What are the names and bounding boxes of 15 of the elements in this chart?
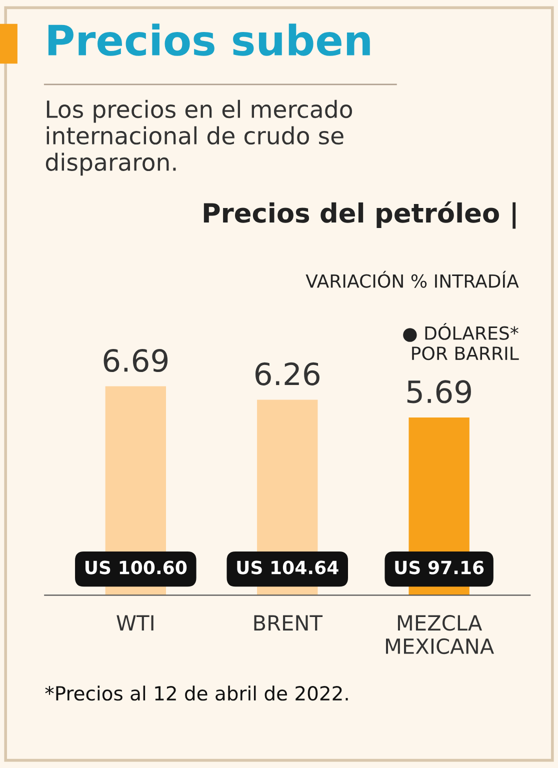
chart-title: Precios suben (48, 24, 370, 56)
annotation: US 97.16 (395, 560, 484, 574)
text: *Precios al 12 de abril de 2022. (45, 686, 348, 701)
data-label: 6.26 (255, 362, 320, 386)
text: Precios del petróleo | (204, 201, 516, 229)
data-label: 5.69 (407, 380, 471, 404)
text: ● DÓLARES* POR BARRIL (403, 322, 519, 360)
x-tick-label: MEZCLA MEXICANA (386, 615, 494, 654)
x-tick-label: BRENT (254, 615, 323, 630)
chart-subtitle: Los precios en el mercado internacional de crudo se dispararon. (46, 100, 352, 176)
data-label: 6.69 (104, 348, 168, 372)
text: VARIACIÓN % INTRADÍA (306, 270, 519, 288)
annotation: US 104.64 (237, 560, 338, 574)
x-tick-label: WTI (116, 615, 154, 630)
annotation: US 100.60 (86, 560, 187, 574)
